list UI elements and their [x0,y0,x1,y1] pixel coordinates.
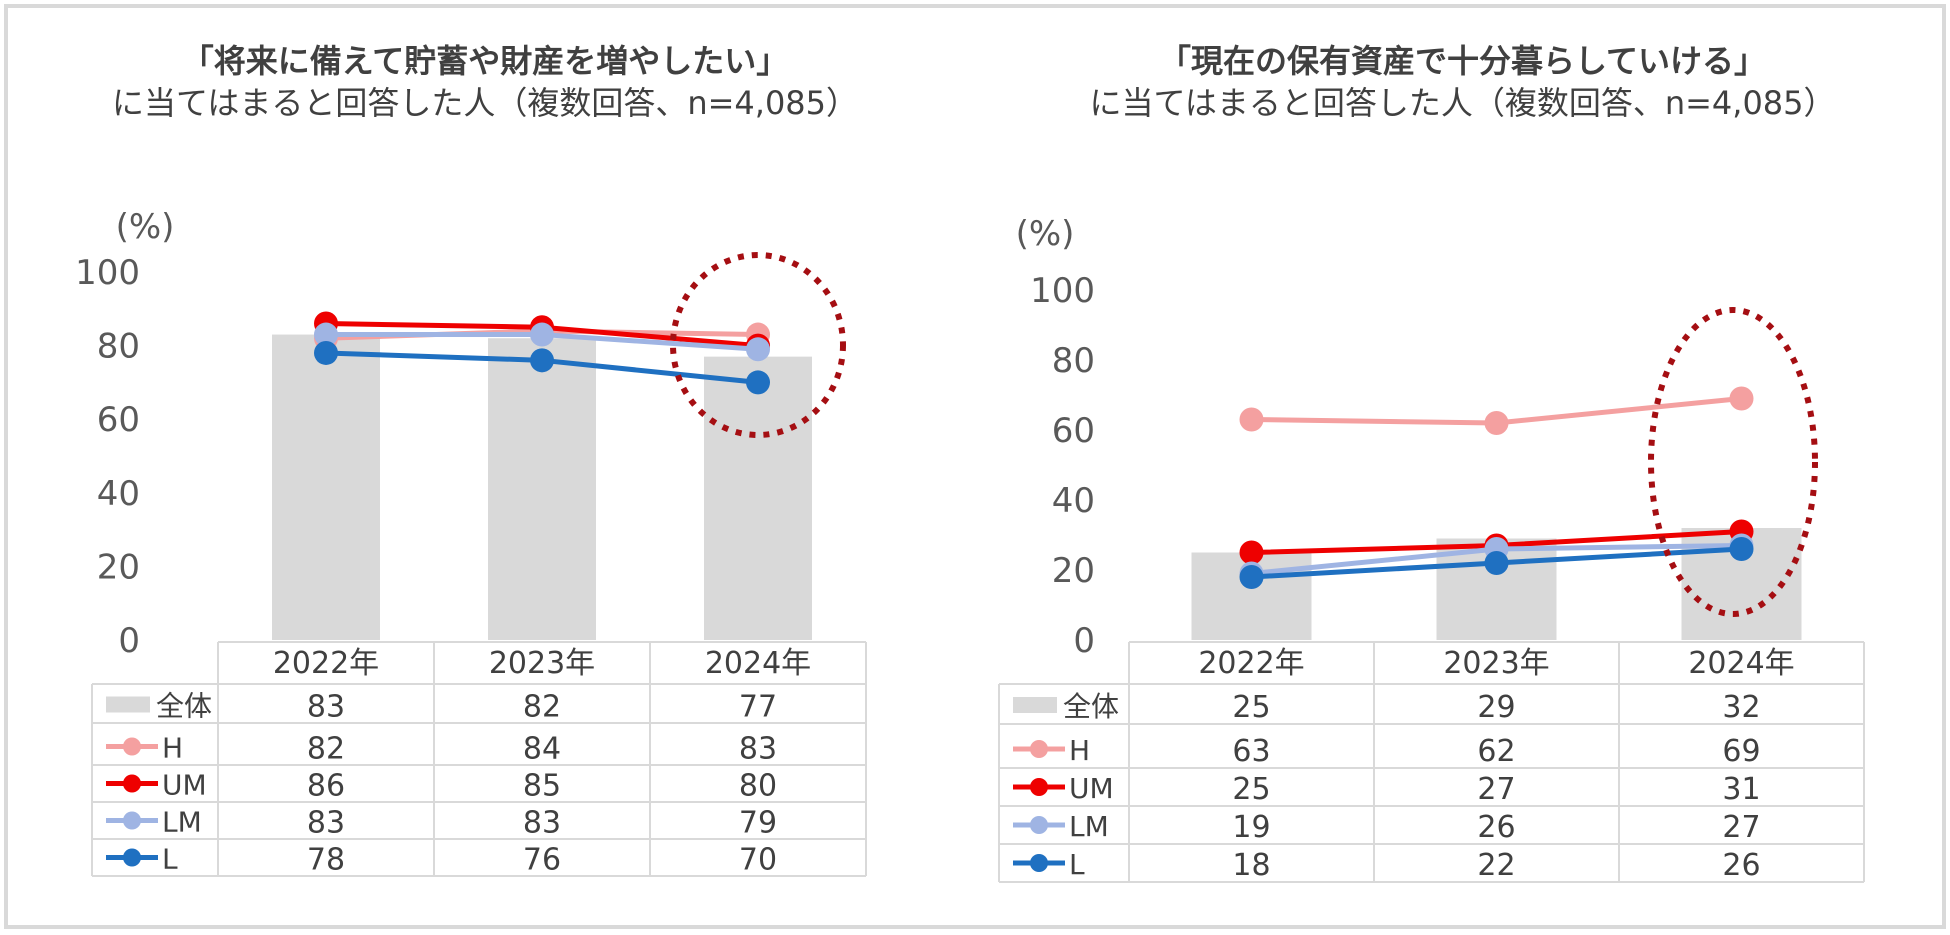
table-cell-value: 25 [1232,690,1270,725]
series-point-l [314,340,338,365]
table-cell-value: 22 [1477,848,1515,883]
x-category-label: 2023年 [1443,646,1549,681]
table-cell-value: 32 [1722,690,1760,725]
legend-key-marker [123,774,141,793]
series-point-h [1729,386,1754,411]
y-tick-label: 80 [1052,341,1095,381]
legend-key-bar [106,696,150,713]
x-category-label: 2023年 [489,646,595,681]
x-category-label: 2024年 [1688,646,1794,681]
x-category-label: 2022年 [1198,646,1304,681]
series-point-l [530,348,554,373]
legend-label: UM [162,769,207,802]
legend-label: UM [1069,772,1114,805]
chart-title-block: 「現在の保有資産で十分暮らしていける」 に当てはまると回答した人（複数回答、n=… [975,40,1950,124]
legend-label: L [1069,848,1085,881]
table-cell-value: 77 [739,690,777,725]
chart-panel-left: 「将来に備えて貯蓄や財産を増やしたい」 に当てはまると回答した人（複数回答、n=… [0,0,970,935]
table-cell-value: 26 [1477,810,1515,845]
y-tick-label: 0 [118,621,140,661]
chart-subtitle: に当てはまると回答した人（複数回答、n=4,085） [1089,84,1836,122]
table-cell-value: 86 [307,769,345,804]
table-cell-value: 19 [1232,810,1270,845]
highlight-ellipse [670,252,846,438]
table-cell-value: 62 [1477,734,1515,769]
series-point-l [1239,565,1264,589]
y-tick-label: 40 [97,474,140,514]
y-tick-label: 100 [75,253,140,293]
series-point-l [1484,551,1509,575]
table-cell-value: 29 [1477,690,1515,725]
table-cell-value: 80 [739,769,777,804]
table-cell-value: 78 [307,843,345,878]
series-point-lm [530,322,554,347]
legend-label: 全体 [156,690,212,723]
y-tick-label: 20 [1052,551,1095,591]
legend-label: L [162,843,178,876]
table-cell-value: 82 [307,732,345,767]
legend-label: H [162,732,183,765]
legend-key-marker [123,811,141,830]
table-cell-value: 83 [307,806,345,841]
table-cell-value: 82 [523,690,561,725]
series-point-l [746,370,770,395]
table-cell-value: 25 [1232,772,1270,807]
series-point-lm [314,322,338,347]
x-category-label: 2022年 [273,646,379,681]
y-tick-label: 80 [97,327,140,367]
y-axis-unit-label: (%) [1016,214,1075,254]
chart-title: 「将来に備えて貯蓄や財産を増やしたい」 [181,42,789,80]
legend-key-marker [1030,816,1048,834]
y-tick-label: 0 [1073,621,1095,661]
legend-key-marker [123,848,141,867]
series-point-lm [746,337,770,362]
y-tick-label: 40 [1052,481,1095,521]
table-cell-value: 83 [307,690,345,725]
legend-key-marker [1030,740,1048,758]
series-point-l [1729,537,1754,561]
series-point-h [1239,407,1264,432]
y-tick-label: 20 [97,547,140,587]
table-cell-value: 26 [1722,848,1760,883]
chart-panel-right: 「現在の保有資産で十分暮らしていける」 に当てはまると回答した人（複数回答、n=… [975,0,1950,935]
table-cell-value: 69 [1722,734,1760,769]
table-cell-value: 70 [739,843,777,878]
highlight-ellipse [1648,307,1818,617]
table-cell-value: 27 [1722,810,1760,845]
chart-title-block: 「将来に備えて貯蓄や財産を増やしたい」 に当てはまると回答した人（複数回答、n=… [0,40,970,124]
chart-subtitle: に当てはまると回答した人（複数回答、n=4,085） [111,84,859,122]
table-cell-value: 18 [1232,848,1270,883]
x-category-label: 2024年 [705,646,811,681]
table-cell-value: 63 [1232,734,1270,769]
y-tick-label: 100 [1030,271,1095,311]
table-cell-value: 31 [1722,772,1760,807]
y-axis-unit-label: (%) [116,207,175,247]
y-tick-label: 60 [1052,411,1095,451]
legend-label: H [1069,734,1090,767]
legend-key-bar [1013,697,1057,713]
bar [704,356,812,640]
legend-label: LM [1069,810,1109,843]
table-cell-value: 83 [523,806,561,841]
legend-key-marker [123,737,141,756]
table-cell-value: 79 [739,806,777,841]
chart-title: 「現在の保有資産で十分暮らしていける」 [1158,42,1767,80]
series-point-um [1239,540,1264,565]
legend-label: 全体 [1063,690,1119,723]
legend-key-marker [1030,778,1048,796]
series-point-h [1484,411,1509,435]
table-cell-value: 27 [1477,772,1515,807]
legend-label: LM [162,806,202,839]
table-cell-value: 84 [523,732,561,767]
bar [488,338,596,640]
table-cell-value: 76 [523,843,561,878]
legend-key-marker [1030,854,1048,872]
y-tick-label: 60 [97,400,140,440]
bar [272,334,380,640]
table-cell-value: 83 [739,732,777,767]
table-cell-value: 85 [523,769,561,804]
